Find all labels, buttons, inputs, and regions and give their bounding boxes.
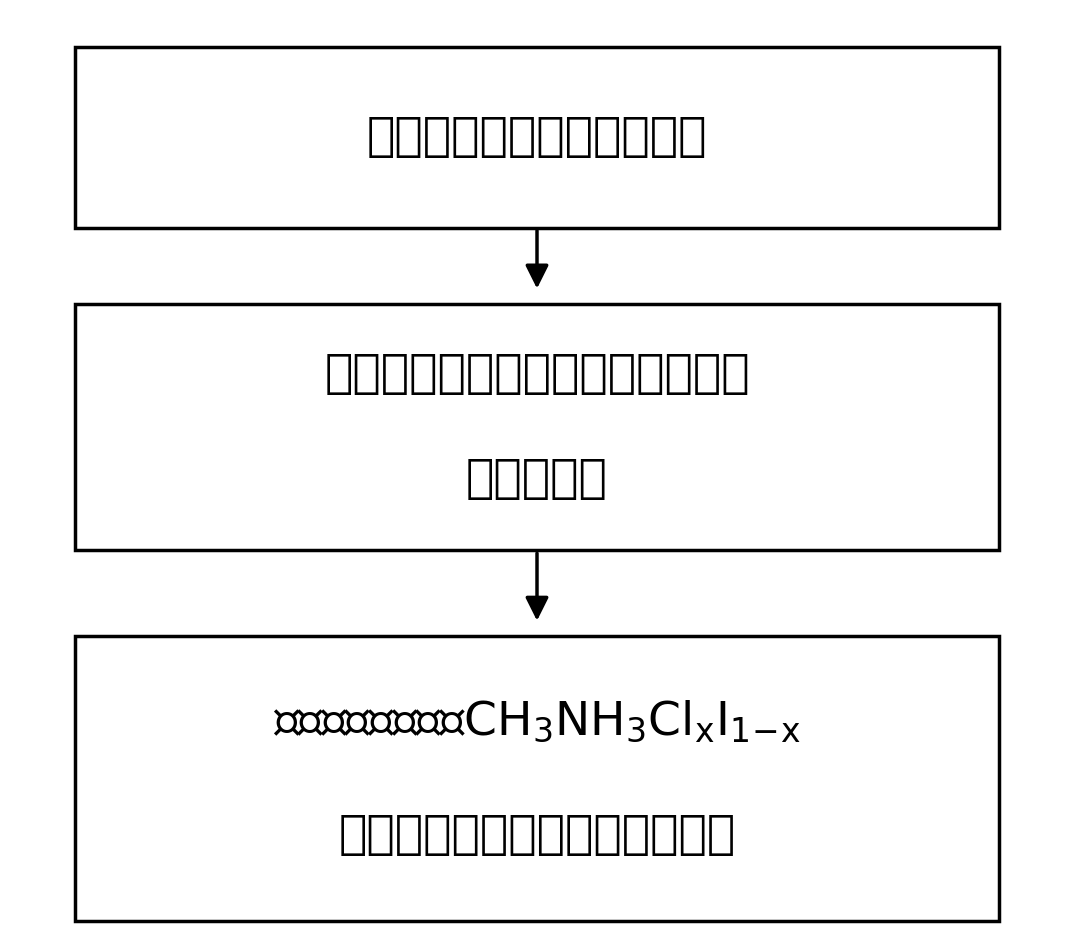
Text: 薄膜后退火: 薄膜后退火	[466, 456, 608, 502]
Bar	[75, 47, 999, 228]
Text: 浴液中反应使之形成钙钛矿阵列: 浴液中反应使之形成钙钛矿阵列	[338, 812, 736, 858]
Bar	[75, 304, 999, 550]
Bar	[75, 636, 999, 921]
Text: 在缓冲层上滴落醋酸铅形成醋酸铅: 在缓冲层上滴落醋酸铅形成醋酸铅	[324, 352, 750, 398]
Text: 在衬底上旋涂缓冲层并退火: 在衬底上旋涂缓冲层并退火	[366, 115, 708, 160]
Text: 将醋酸铅薄膜置于$\mathregular{CH_3NH_3Cl_xI_{1\!-\!x}}$: 将醋酸铅薄膜置于$\mathregular{CH_3NH_3Cl_xI_{1\!…	[273, 698, 801, 744]
